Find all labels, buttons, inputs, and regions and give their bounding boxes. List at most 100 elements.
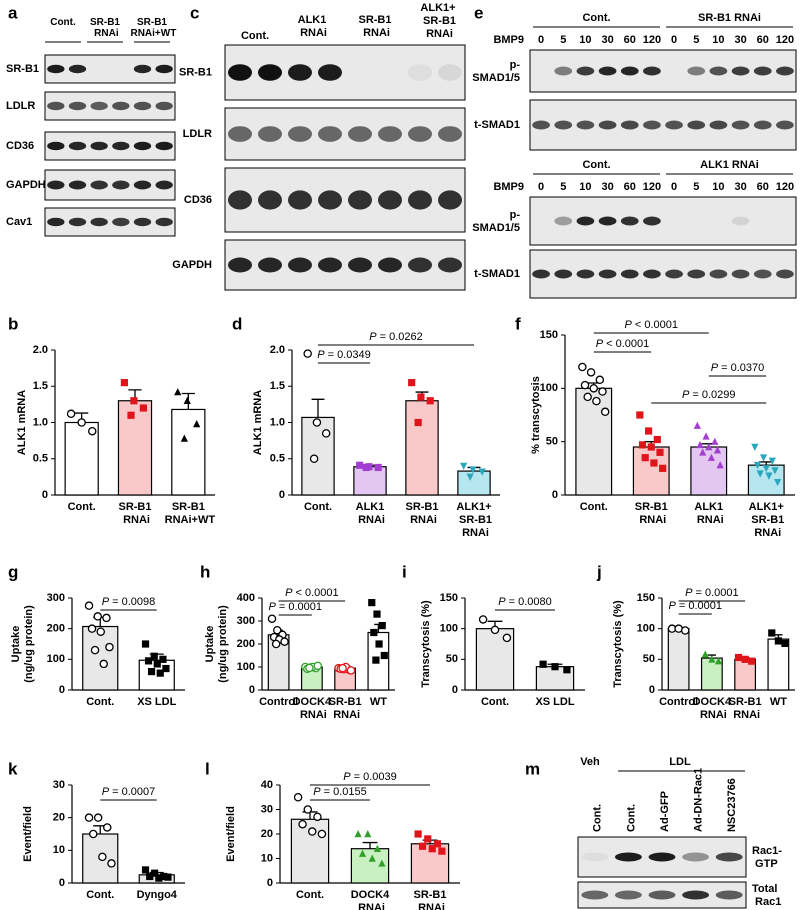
y-tick-label: 20 xyxy=(53,812,65,824)
data-point xyxy=(478,615,488,624)
blot-band xyxy=(687,120,706,130)
data-point xyxy=(159,655,167,663)
y-tick-label: 150 xyxy=(540,329,558,341)
data-point xyxy=(150,652,158,660)
data-point xyxy=(433,840,442,848)
data-point xyxy=(653,435,661,444)
x-tick-label: SR-B1 RNAi xyxy=(329,696,362,721)
data-point xyxy=(699,448,707,456)
lane-label: Cont. xyxy=(592,804,604,832)
blot-band xyxy=(709,120,728,130)
blot-band xyxy=(112,180,130,190)
blot-band xyxy=(155,64,173,74)
p-value: P = 0.0262 xyxy=(369,331,423,343)
data-point xyxy=(372,656,380,664)
bar xyxy=(690,446,728,496)
data-point xyxy=(578,362,587,372)
blot-band xyxy=(155,217,173,227)
data-point xyxy=(762,465,770,473)
data-point xyxy=(358,849,367,857)
blot-band xyxy=(598,269,617,279)
blot-band xyxy=(576,216,595,226)
blot-band xyxy=(576,66,595,76)
y-tick-label: 300 xyxy=(47,592,65,604)
data-point xyxy=(368,599,376,607)
blot-band xyxy=(709,66,728,76)
data-point xyxy=(659,464,667,472)
x-tick-label: Control xyxy=(659,696,698,708)
blot-band xyxy=(682,852,710,862)
blot-band xyxy=(598,216,617,226)
timepoint-label: 0 xyxy=(538,34,544,46)
timepoint-label: 5 xyxy=(693,34,699,46)
x-tick-label: ALK1 RNAi xyxy=(355,501,385,526)
y-tick-label: 0 xyxy=(649,684,655,696)
x-tick-label: Cont. xyxy=(68,501,96,513)
data-point xyxy=(490,625,500,635)
timepoint-label: 30 xyxy=(734,181,746,193)
data-point xyxy=(644,427,653,435)
y-tick-label: 300 xyxy=(237,615,255,627)
panel-letter: b xyxy=(8,314,18,333)
data-point xyxy=(696,440,704,449)
data-point xyxy=(469,466,477,474)
timepoint-label: 0 xyxy=(538,181,544,193)
bar xyxy=(667,628,690,691)
x-tick-label: WT xyxy=(370,696,387,708)
data-point xyxy=(156,669,164,677)
blot-band xyxy=(133,180,152,190)
panel-letter: f xyxy=(515,314,521,333)
blot-band xyxy=(532,120,550,130)
blot-band xyxy=(408,257,432,273)
blot-band xyxy=(133,141,152,151)
y-tick-label: 400 xyxy=(237,592,255,604)
bar-chart: h 0 100 200 300 400 Uptake (ng/ug protein) xyxy=(200,562,395,696)
x-tick-label: Control xyxy=(259,696,298,708)
timepoint-label: 0 xyxy=(671,181,677,193)
data-point xyxy=(711,437,719,445)
data-point xyxy=(346,666,356,675)
y-axis-label: Event/field xyxy=(225,806,237,862)
y-tick-label: 150 xyxy=(637,592,655,604)
blot-band xyxy=(614,890,642,900)
y-tick-label: 2.0 xyxy=(270,344,285,356)
data-point xyxy=(373,610,381,618)
panel-letter: i xyxy=(402,562,407,581)
data-point xyxy=(589,384,599,393)
p-value: P = 0.0155 xyxy=(313,786,367,798)
data-point xyxy=(164,873,172,881)
data-point xyxy=(734,653,743,662)
data-point xyxy=(183,396,191,404)
blot-frame xyxy=(44,169,176,201)
blot-band xyxy=(90,141,108,151)
p-value: P < 0.0001 xyxy=(624,319,678,331)
blot-band xyxy=(68,217,87,227)
blot-band xyxy=(581,890,609,900)
bar-chart: j 0 50 100 150 Transcytosis (%) xyxy=(596,562,795,696)
blot-band xyxy=(648,890,676,900)
group-label: Cont. xyxy=(582,12,610,24)
blot-band xyxy=(554,66,573,76)
blot-band xyxy=(348,257,372,273)
row-label: SR-B1 xyxy=(6,63,39,75)
blot-band xyxy=(438,64,462,81)
x-tick-label: Dyngo4 xyxy=(137,889,178,901)
panel-letter: a xyxy=(8,3,18,22)
bar-chart: f 0 50 100 150 % transcytosis xyxy=(515,314,795,501)
data-point xyxy=(759,454,768,462)
data-point xyxy=(96,627,106,636)
data-point xyxy=(428,845,436,853)
data-point xyxy=(680,626,690,635)
y-tick-label: 1.5 xyxy=(270,380,285,392)
blot-band xyxy=(643,269,661,279)
bar xyxy=(475,628,515,691)
timepoint-label: 5 xyxy=(560,34,566,46)
blot-band xyxy=(133,217,152,227)
timepoint-label: 0 xyxy=(671,34,677,46)
blot-band xyxy=(598,120,617,130)
blot-band xyxy=(576,120,595,130)
data-point xyxy=(321,429,331,438)
timepoint-label: 30 xyxy=(601,181,613,193)
p-value: P < 0.0001 xyxy=(596,338,650,350)
data-point xyxy=(107,859,116,868)
